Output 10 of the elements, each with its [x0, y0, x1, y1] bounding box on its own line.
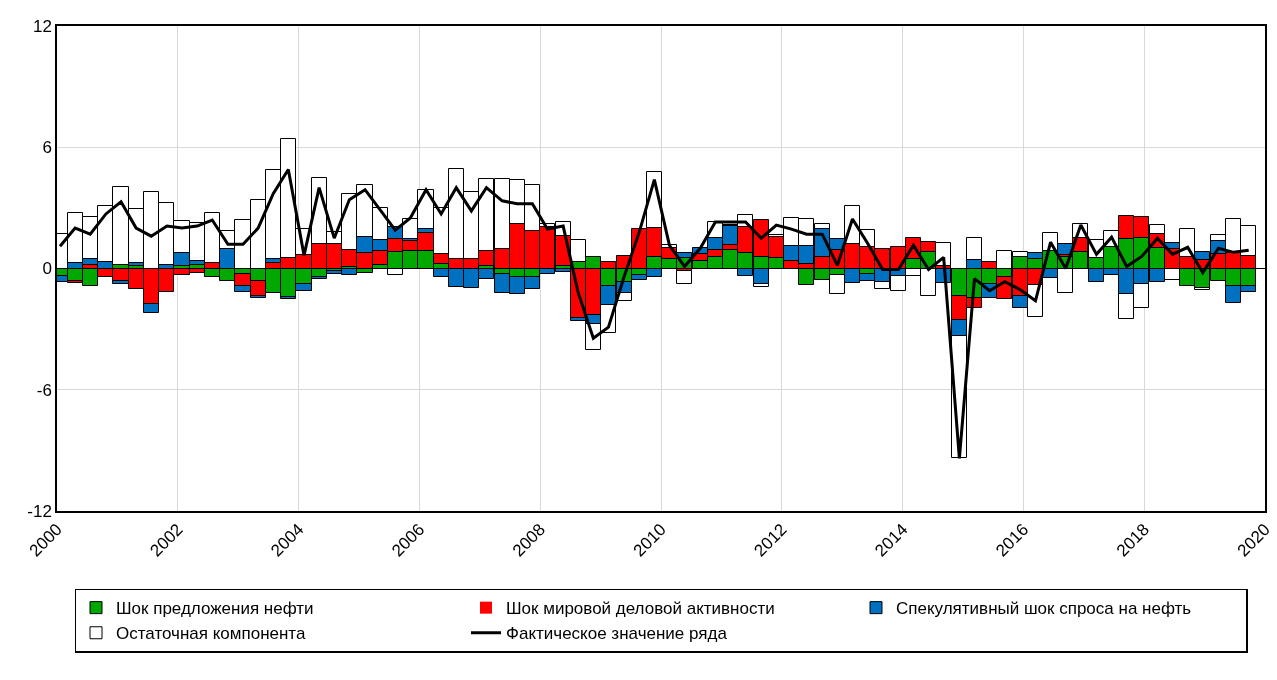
- y-tick-label: -12: [27, 501, 52, 521]
- legend-label: Шок предложения нефти: [116, 599, 314, 619]
- legend-label: Спекулятивный шок спроса на нефть: [896, 599, 1192, 619]
- y-tick-label: -6: [36, 380, 52, 400]
- legend-label: Шок мировой деловой активности: [506, 599, 775, 619]
- legend-label: Остаточная компонента: [116, 624, 306, 644]
- y-tick-label: 6: [42, 138, 52, 158]
- legend-label: Фактическое значение ряда: [506, 624, 728, 644]
- y-tick-label: 12: [32, 16, 52, 36]
- y-tick-label: 0: [42, 259, 52, 279]
